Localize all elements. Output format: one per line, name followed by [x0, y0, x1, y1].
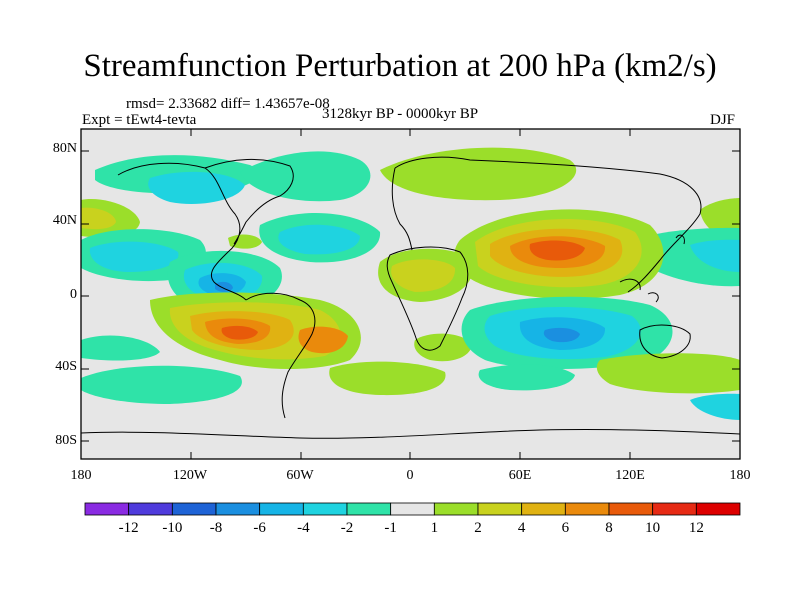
- colorbar-swatch: [695, 502, 741, 516]
- contour-sa-high-core: [298, 326, 348, 354]
- coast-antarctica: [81, 428, 740, 439]
- colorbar-label: 4: [518, 520, 526, 536]
- coast-australia: [639, 324, 691, 359]
- lat-tick-label: 40N: [52, 213, 77, 228]
- coast-north-america: [117, 159, 294, 301]
- colorbar-swatch: [302, 502, 348, 516]
- lat-tick-label: 0: [70, 287, 77, 302]
- experiment-label: Expt = tEwt4-tevta: [82, 112, 197, 128]
- chart-title: Streamfunction Perturbation at 200 hPa (…: [83, 48, 717, 84]
- lon-tick-label: 180: [70, 468, 92, 483]
- season-label: DJF: [710, 112, 736, 128]
- lon-tick-label: 0: [406, 468, 414, 483]
- colorbar-swatch: [652, 502, 697, 516]
- colorbar-swatch: [84, 502, 130, 516]
- contour-na-low-inner: [278, 224, 360, 255]
- contour-south-pac-low: [81, 335, 160, 361]
- colorbar-label: 10: [645, 520, 660, 536]
- coast-islands: [619, 234, 685, 303]
- lat-tick-label: 80S: [55, 433, 77, 448]
- stats-text: rmsd= 2.33682 diff= 1.43657e-08: [126, 96, 330, 112]
- colorbar-label: -8: [210, 520, 223, 536]
- contour-siberia-high: [380, 147, 577, 201]
- colorbar-swatch: [128, 502, 173, 516]
- contour-south-pac-band: [81, 365, 242, 404]
- colorbar-swatch: [477, 502, 523, 516]
- colorbar-swatch: [564, 502, 610, 516]
- period-label: 3128kyr BP - 0000kyr BP: [322, 106, 479, 122]
- contour-arctic-atlantic: [240, 151, 371, 202]
- colorbar-label: -6: [253, 520, 266, 536]
- colorbar-swatch: [521, 502, 566, 516]
- colorbar-swatch: [346, 502, 392, 516]
- coast-africa: [386, 246, 469, 351]
- colorbar-label: -12: [119, 520, 139, 536]
- colorbar-label: -1: [384, 520, 397, 536]
- colorbar-swatch: [259, 502, 304, 516]
- colorbar-label: 1: [431, 520, 439, 536]
- colorbar-label: 8: [605, 520, 613, 536]
- contour-ep-low-core: [215, 281, 233, 292]
- lon-tick-label: 120W: [172, 468, 208, 483]
- contour-south-ocean-high: [596, 353, 740, 394]
- lon-tick-label: 60W: [286, 468, 314, 483]
- lon-tick-label: 180: [729, 468, 751, 483]
- contour-npac-low-east-inner: [690, 239, 740, 272]
- contour-gulf-high: [228, 234, 262, 249]
- contour-africa-high-inner: [391, 259, 456, 292]
- colorbar-swatch: [390, 502, 435, 516]
- contour-south-ind-low: [478, 364, 575, 391]
- contour-sp-high-core: [221, 325, 258, 340]
- contour-io-low-core: [543, 327, 580, 343]
- contour-south-atl-high: [329, 361, 446, 396]
- colorbar-swatch: [433, 502, 479, 516]
- contour-field: [81, 129, 740, 459]
- colorbar-label: -10: [162, 520, 182, 536]
- contour-south-ocean-low: [690, 393, 740, 420]
- colorbar-label: -2: [341, 520, 354, 536]
- lat-tick-label: 40S: [55, 359, 77, 374]
- colorbar-label: 2: [474, 520, 482, 536]
- colorbar-swatch: [215, 502, 261, 516]
- colorbar-label: 12: [689, 520, 704, 536]
- coast-south-america: [245, 292, 316, 419]
- colorbar-label: 6: [562, 520, 570, 536]
- lon-tick-label: 120E: [615, 468, 645, 483]
- axis-ticks: [81, 129, 740, 459]
- contour-asia-high-core: [529, 240, 585, 261]
- contour-arctic-pacific-inner: [148, 171, 245, 205]
- contour-npac-low-inner: [89, 241, 179, 272]
- contour-np-high-inner: [81, 207, 116, 230]
- contour-satl-high: [414, 333, 472, 362]
- colorbar-swatch: [171, 502, 217, 516]
- colorbar: -12 -10 -8 -6 -4 -2 -1 1 2 4 6 8 10 12: [84, 502, 741, 536]
- colorbar-swatch: [608, 502, 654, 516]
- lat-tick-label: 80N: [52, 141, 77, 156]
- lon-tick-label: 60E: [508, 468, 532, 483]
- coastlines: [81, 156, 740, 439]
- coast-eurasia: [391, 156, 702, 293]
- colorbar-label: -4: [297, 520, 310, 536]
